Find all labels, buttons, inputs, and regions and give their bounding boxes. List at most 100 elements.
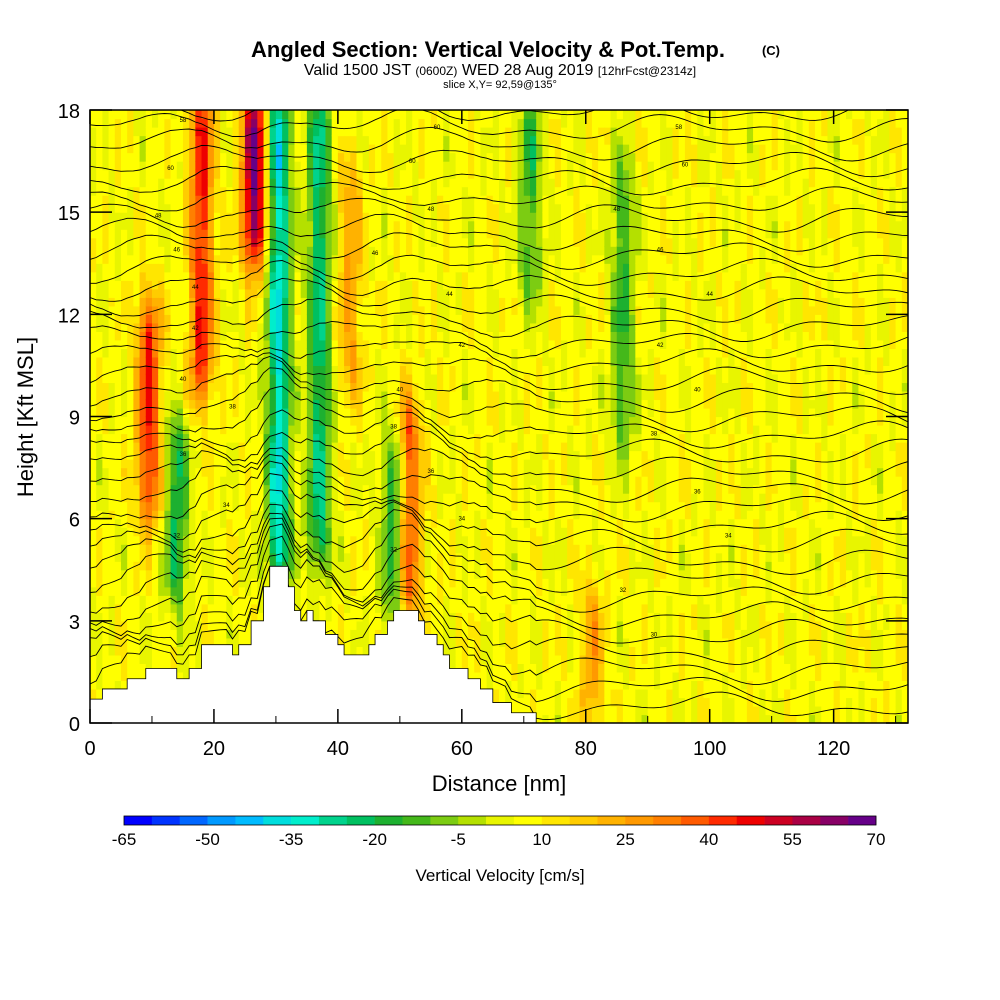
velocity-cell xyxy=(213,407,221,418)
velocity-cell xyxy=(226,527,234,537)
velocity-cell xyxy=(486,382,494,392)
velocity-cell xyxy=(381,254,389,264)
velocity-cell xyxy=(443,288,451,298)
velocity-cell xyxy=(226,425,234,435)
velocity-cell xyxy=(189,595,196,605)
velocity-cell xyxy=(437,365,444,375)
velocity-cell xyxy=(387,212,395,222)
velocity-cell xyxy=(257,544,265,554)
velocity-cell xyxy=(455,578,463,588)
velocity-cell xyxy=(449,578,457,588)
velocity-cell xyxy=(387,373,395,384)
velocity-cell xyxy=(114,373,122,384)
velocity-cell xyxy=(288,339,296,349)
velocity-cell xyxy=(356,399,364,409)
velocity-cell xyxy=(90,569,97,579)
velocity-cell xyxy=(226,271,234,281)
velocity-cell xyxy=(375,476,382,486)
velocity-cell xyxy=(511,195,519,205)
velocity-cell xyxy=(288,314,296,324)
velocity-cell xyxy=(288,297,296,307)
velocity-cell xyxy=(430,161,438,171)
velocity-cell xyxy=(319,476,327,486)
velocity-cell xyxy=(418,339,426,349)
velocity-cell xyxy=(424,144,432,154)
velocity-cell xyxy=(139,552,147,562)
velocity-cell xyxy=(344,603,351,613)
velocity-cell xyxy=(300,390,308,401)
velocity-cell xyxy=(176,671,184,682)
velocity-cell xyxy=(337,484,345,494)
velocity-cell xyxy=(430,203,438,213)
velocity-cell xyxy=(102,476,110,486)
velocity-cell xyxy=(313,186,320,196)
velocity-cell xyxy=(294,288,302,298)
velocity-cell xyxy=(492,331,500,341)
velocity-cell xyxy=(505,280,512,290)
velocity-cell xyxy=(275,425,283,435)
velocity-cell xyxy=(96,620,103,630)
velocity-cell xyxy=(449,382,457,392)
velocity-cell xyxy=(449,152,457,162)
velocity-cell xyxy=(96,680,103,690)
velocity-cell xyxy=(325,382,333,392)
velocity-cell xyxy=(96,518,103,528)
velocity-cell xyxy=(90,169,97,179)
velocity-cell xyxy=(108,544,116,554)
velocity-cell xyxy=(387,178,395,188)
velocity-cell xyxy=(102,237,110,247)
velocity-cell xyxy=(244,425,252,435)
velocity-cell xyxy=(381,229,389,239)
velocity-cell xyxy=(306,382,314,392)
velocity-cell xyxy=(114,586,122,596)
velocity-cell xyxy=(189,195,196,205)
velocity-cell xyxy=(362,288,370,298)
velocity-cell xyxy=(511,161,519,171)
velocity-cell xyxy=(313,161,320,171)
velocity-cell xyxy=(263,135,271,145)
velocity-cell xyxy=(430,407,438,418)
velocity-cell xyxy=(120,135,128,145)
velocity-cell xyxy=(96,688,103,699)
velocity-cell xyxy=(412,595,420,605)
velocity-cell xyxy=(505,578,512,588)
velocity-cell xyxy=(108,671,116,682)
velocity-cell xyxy=(406,569,413,579)
velocity-cell xyxy=(319,178,327,188)
velocity-cell xyxy=(492,612,500,622)
velocity-cell xyxy=(102,612,110,622)
velocity-cell xyxy=(337,510,345,520)
velocity-cell xyxy=(356,578,364,588)
velocity-cell xyxy=(226,603,234,613)
velocity-cell xyxy=(195,280,203,290)
velocity-cell xyxy=(170,612,178,622)
velocity-cell xyxy=(368,365,376,375)
velocity-cell xyxy=(127,493,134,503)
velocity-cell xyxy=(176,535,184,545)
velocity-cell xyxy=(170,450,178,460)
velocity-cell xyxy=(133,220,141,230)
velocity-cell xyxy=(492,467,500,477)
velocity-cell xyxy=(120,416,128,426)
velocity-cell xyxy=(306,212,314,222)
velocity-cell xyxy=(424,467,432,477)
velocity-cell xyxy=(430,442,438,452)
velocity-cell xyxy=(108,127,116,137)
velocity-cell xyxy=(102,561,110,571)
velocity-cell xyxy=(325,595,333,605)
velocity-cell xyxy=(468,467,475,477)
velocity-cell xyxy=(375,254,382,264)
velocity-cell xyxy=(108,280,116,290)
velocity-cell xyxy=(337,365,345,375)
velocity-cell xyxy=(269,527,277,537)
velocity-cell xyxy=(362,297,370,307)
velocity-cell xyxy=(461,246,469,256)
velocity-cell xyxy=(102,663,110,673)
velocity-cell xyxy=(226,314,234,324)
velocity-cell xyxy=(511,654,519,665)
velocity-cell xyxy=(257,390,265,401)
velocity-cell xyxy=(176,569,184,579)
velocity-cell xyxy=(195,654,203,665)
velocity-cell xyxy=(461,569,469,579)
velocity-cell xyxy=(499,314,506,324)
